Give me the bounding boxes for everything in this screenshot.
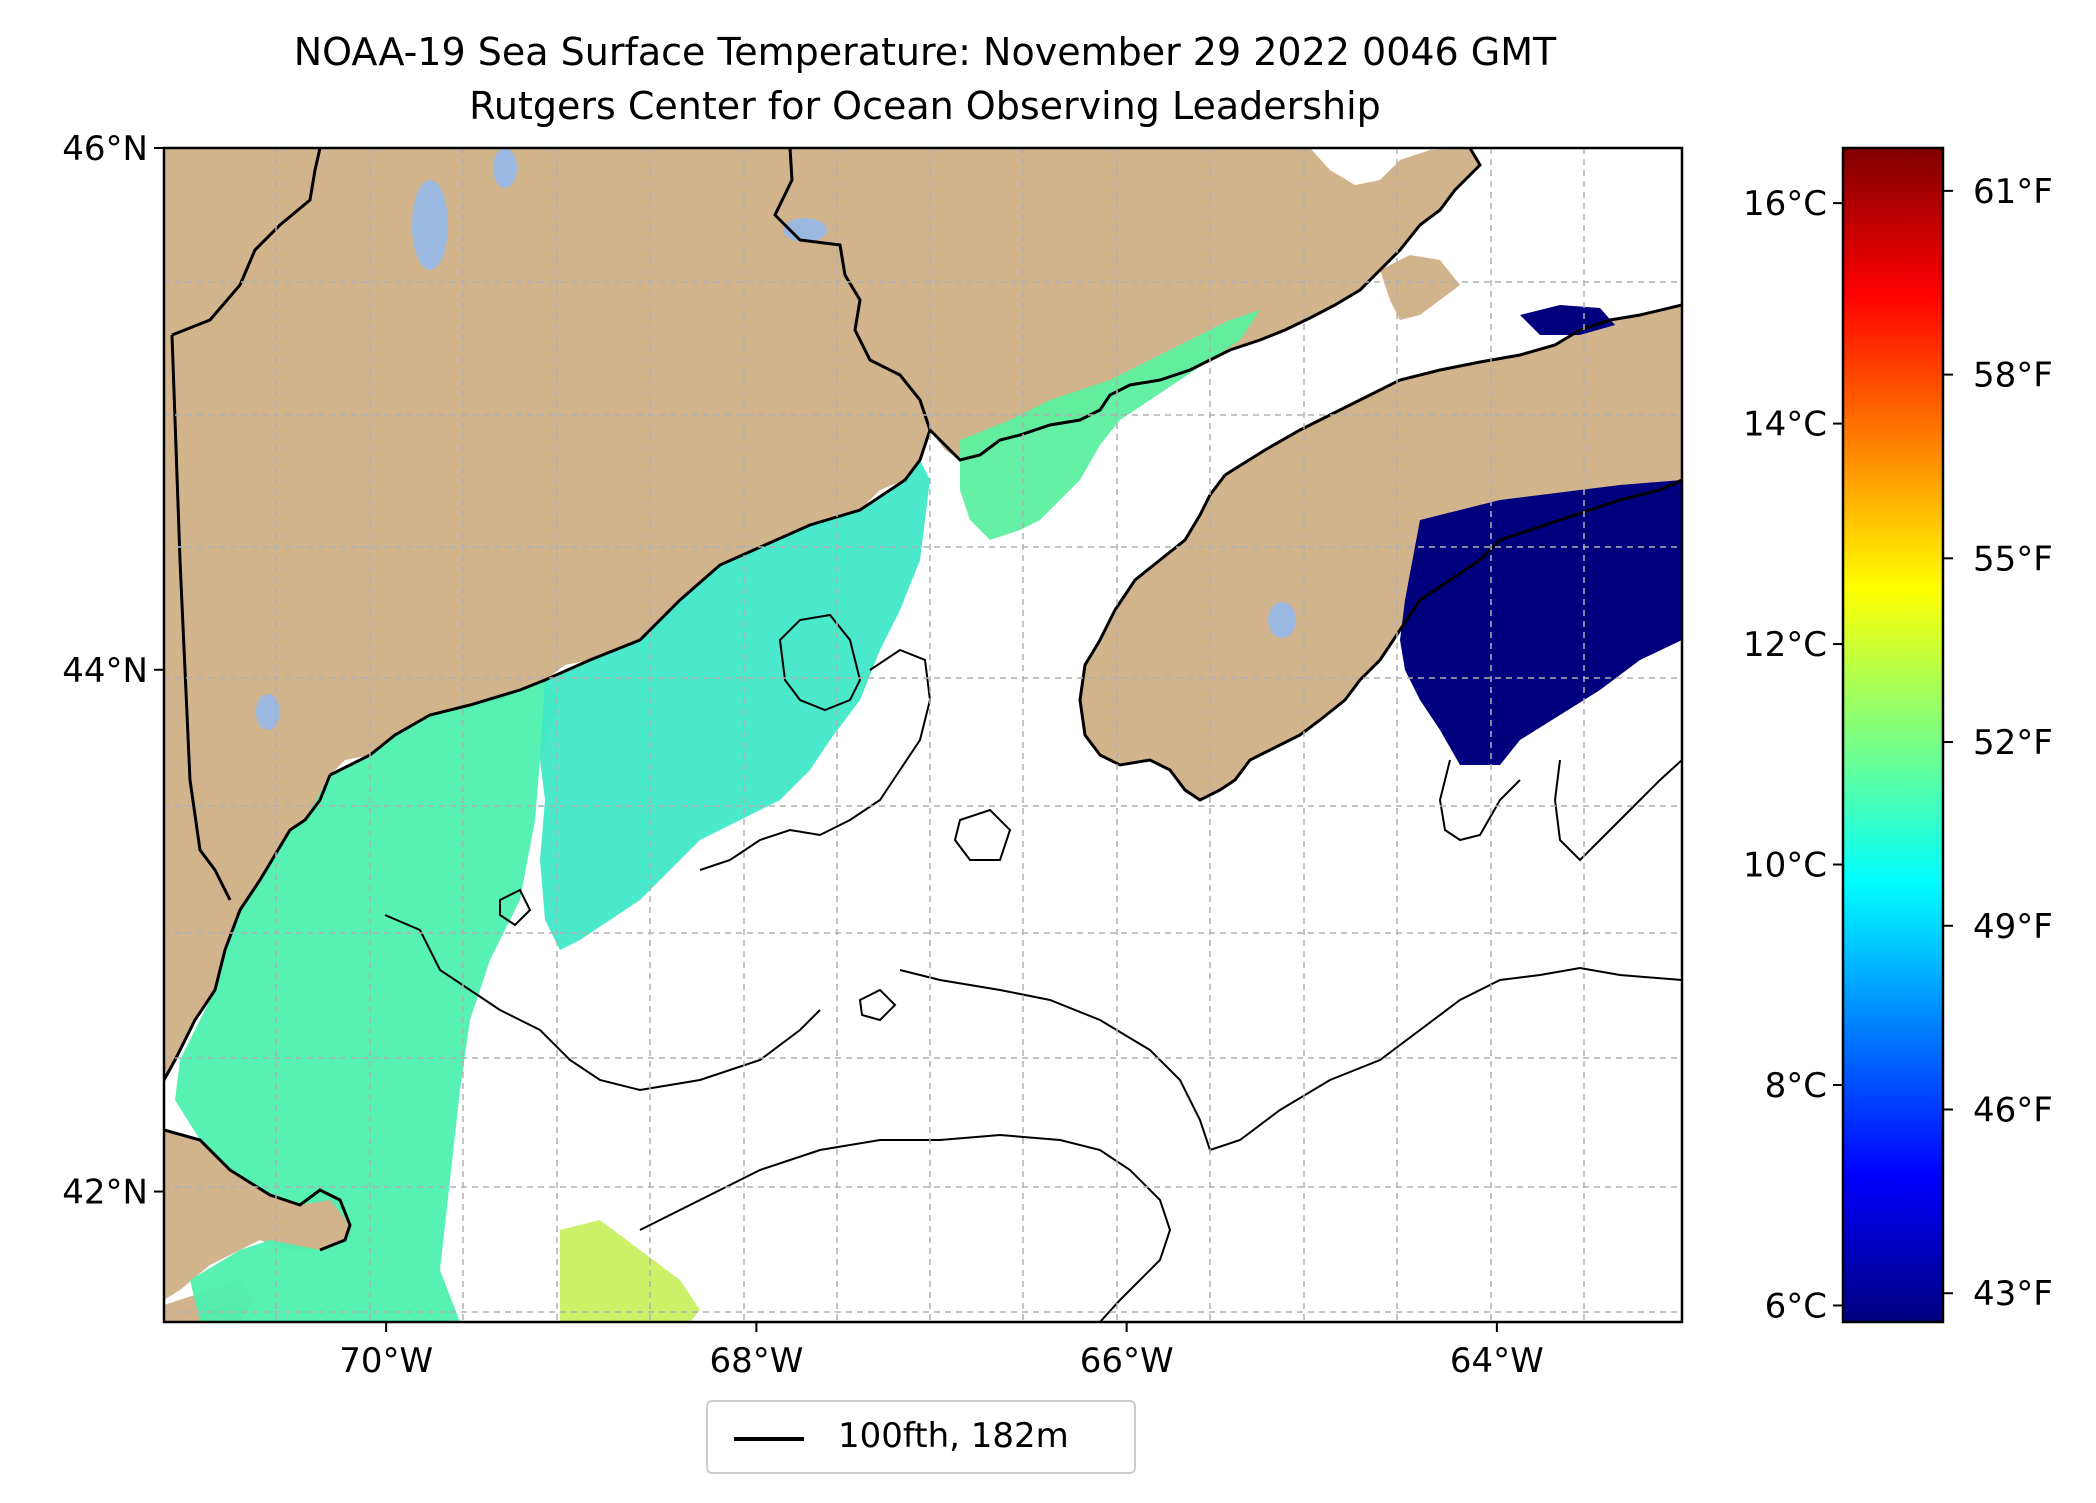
- celsius-tick-label: 16°C: [1743, 184, 1827, 224]
- fahrenheit-tick-label: 52°F: [1973, 723, 2053, 763]
- colorbar: [1843, 148, 1943, 1322]
- fahrenheit-tick-label: 43°F: [1973, 1274, 2053, 1314]
- fahrenheit-tick-label: 46°F: [1973, 1090, 2053, 1130]
- lon-tick-label: 70°W: [339, 1341, 433, 1381]
- lat-tick-label: 46°N: [62, 129, 148, 169]
- lat-tick-label: 44°N: [62, 651, 148, 691]
- lon-tick-label: 64°W: [1450, 1341, 1544, 1381]
- fahrenheit-tick-label: 61°F: [1973, 172, 2053, 212]
- lake-chesuncook: [493, 148, 517, 188]
- celsius-tick-label: 6°C: [1765, 1286, 1827, 1326]
- lat-tick-label: 42°N: [62, 1173, 148, 1213]
- lake-nova-scotia: [1268, 602, 1296, 638]
- celsius-tick-label: 10°C: [1743, 846, 1827, 886]
- legend: 100fth, 182m: [706, 1400, 1136, 1474]
- lon-tick-label: 68°W: [709, 1341, 803, 1381]
- fahrenheit-tick-label: 49°F: [1973, 907, 2053, 947]
- lake-moosehead: [412, 180, 448, 270]
- colorbar-celsius-axis: 16°C 14°C 12°C 10°C 8°C 6°C: [1743, 184, 1843, 1326]
- fahrenheit-tick-label: 55°F: [1973, 539, 2053, 579]
- legend-label: 100fth, 182m: [838, 1416, 1069, 1456]
- colorbar-fahrenheit-axis: 61°F 58°F 55°F 52°F 49°F 46°F 43°F: [1943, 172, 2053, 1314]
- celsius-tick-label: 14°C: [1743, 405, 1827, 445]
- legend-line-swatch: [734, 1437, 804, 1441]
- fahrenheit-tick-label: 58°F: [1973, 356, 2053, 396]
- map-figure: 46°N 44°N 42°N 70°W 68°W 66°W 64°W 16°C 14°C 12…: [0, 0, 2096, 1503]
- lon-tick-label: 66°W: [1080, 1341, 1174, 1381]
- celsius-tick-label: 8°C: [1765, 1066, 1827, 1106]
- lat-axis: 46°N 44°N 42°N: [62, 129, 164, 1213]
- lon-axis: 70°W 68°W 66°W 64°W: [339, 1322, 1544, 1381]
- map-area: [164, 148, 1682, 1322]
- celsius-tick-label: 12°C: [1743, 625, 1827, 665]
